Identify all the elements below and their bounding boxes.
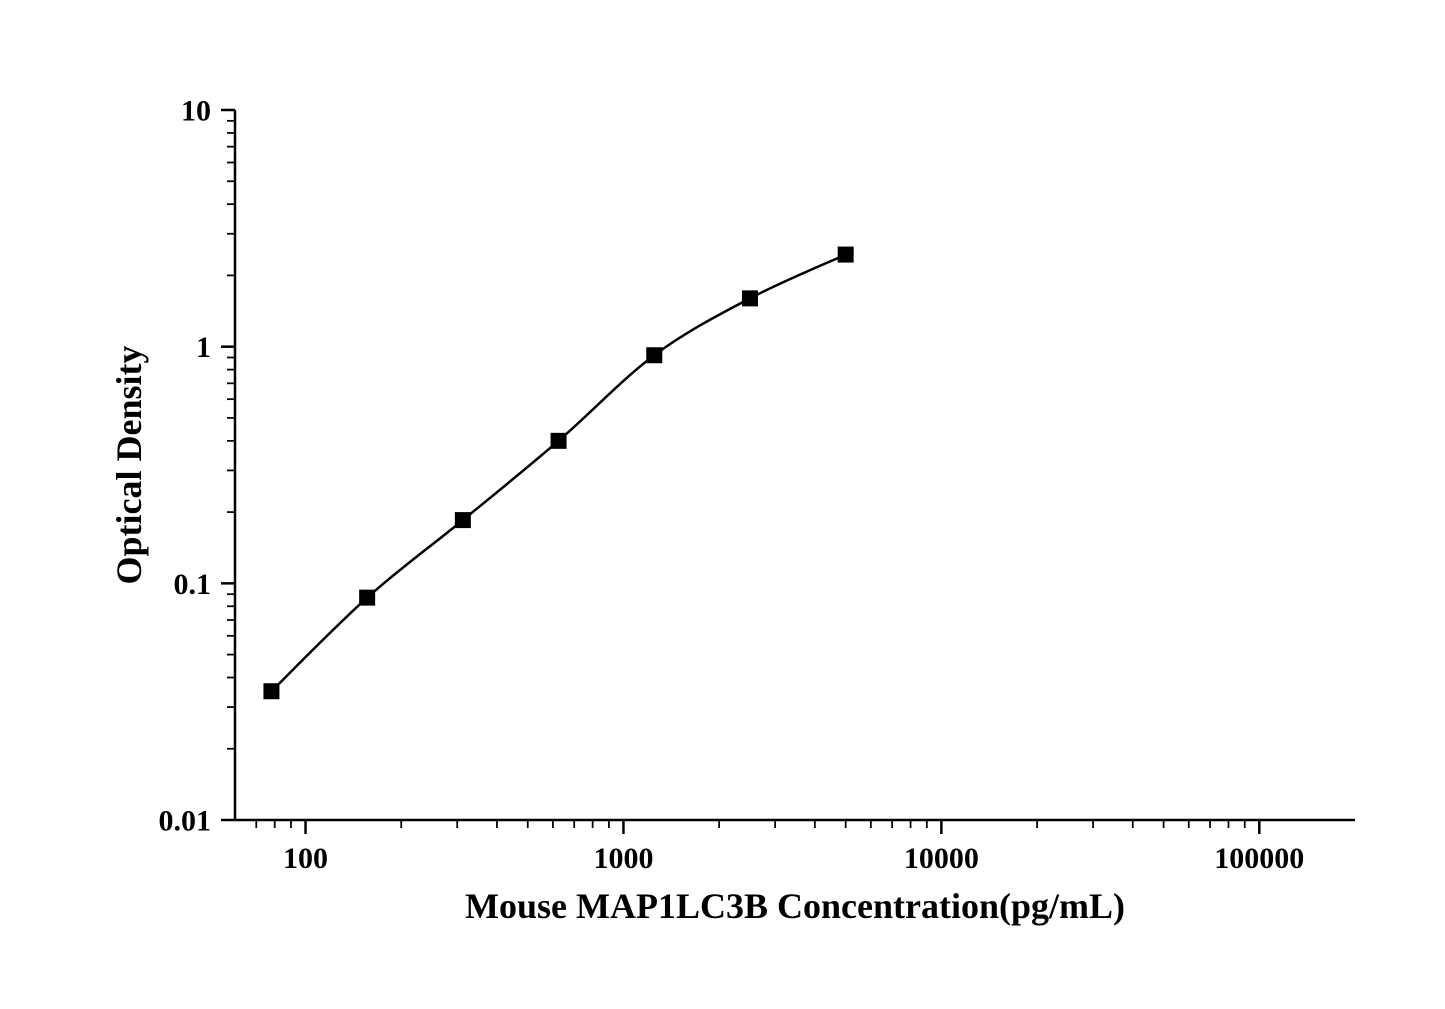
y-tick-label: 0.01 xyxy=(159,805,212,838)
y-tick-label: 10 xyxy=(181,95,211,128)
x-tick-label: 100000 xyxy=(1214,842,1304,875)
x-tick-label: 100 xyxy=(283,842,328,875)
chart-svg: 100 1000 10000 100000 0.01 0.1 1 10 Mouse MAP1LC… xyxy=(0,0,1445,1009)
y-tick-label: 0.1 xyxy=(174,568,212,601)
series-marker xyxy=(263,683,279,699)
x-tick-label: 1000 xyxy=(593,842,653,875)
series-marker xyxy=(646,347,662,363)
y-tick-label: 1 xyxy=(196,331,211,364)
series-marker xyxy=(551,433,567,449)
chart-container: 100 1000 10000 100000 0.01 0.1 1 10 Mouse MAP1LC… xyxy=(0,0,1445,1009)
series-marker xyxy=(455,512,471,528)
x-tick-label: 10000 xyxy=(904,842,979,875)
series-marker xyxy=(838,247,854,263)
series-marker xyxy=(742,290,758,306)
x-axis-label: Mouse MAP1LC3B Concentration(pg/mL) xyxy=(465,886,1125,926)
y-axis-label: Optical Density xyxy=(109,346,149,585)
series-marker xyxy=(359,590,375,606)
